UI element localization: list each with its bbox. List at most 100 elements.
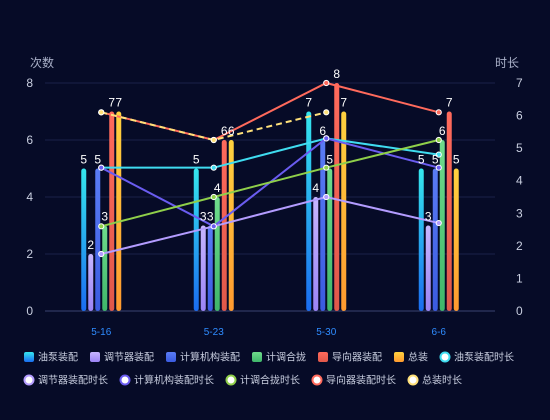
bar-1 [418, 168, 424, 311]
bar-5 [446, 111, 452, 311]
bar-1 [193, 168, 199, 311]
right-tick-label: 2 [516, 239, 523, 253]
right-tick-label: 7 [516, 76, 523, 90]
legend-label: 计算机构装配时长 [134, 374, 214, 387]
line-point-6 [98, 109, 105, 116]
bar-data-label: 6 [228, 124, 235, 138]
bar-4 [439, 140, 445, 311]
right-tick-label: 4 [516, 174, 523, 188]
legend-line-swatch [225, 374, 237, 386]
line-point-5 [323, 79, 330, 87]
legend-item[interactable]: 计调合拢时长 [225, 374, 301, 387]
bar-1 [306, 111, 312, 311]
legend-item[interactable]: 计算机构装配 [166, 351, 240, 364]
bar-2 [425, 225, 431, 311]
bar-3 [432, 168, 438, 311]
line-5 [101, 81, 440, 142]
legend-line-swatch [311, 374, 323, 386]
bar-2 [88, 254, 94, 311]
right-axis-ticks: 0 1 2 3 4 5 6 7 [516, 76, 523, 318]
bar-data-label: 5 [453, 153, 460, 167]
line-1 [101, 137, 439, 169]
legend-bar-swatch [318, 352, 328, 362]
bar-data-label: 3 [101, 210, 108, 224]
line-4 [100, 139, 439, 228]
bar-2 [313, 197, 319, 311]
legend-label: 总装时长 [422, 374, 462, 387]
line-point-3 [323, 135, 330, 142]
right-tick-label: 0 [516, 304, 523, 318]
legend-item[interactable]: 调节器装配 [90, 351, 154, 364]
legend-item[interactable]: 油泵装配 [24, 351, 78, 364]
line-point-1 [435, 151, 442, 158]
bar-data-label: 3 [207, 210, 214, 224]
line-point-3 [435, 164, 442, 171]
legend-label: 计调合拢时长 [240, 374, 300, 387]
legend-line-swatch [407, 374, 419, 386]
legend-item[interactable]: 导向器装配时长 [311, 374, 397, 387]
bar-3 [95, 168, 101, 311]
legend-label: 计调合拢 [266, 351, 306, 364]
legend-bar-swatch [24, 352, 34, 362]
bar-4 [327, 168, 333, 311]
left-tick-label: 0 [26, 304, 33, 318]
bar-data-label: 3 [425, 210, 432, 224]
bar-data-label: 4 [214, 181, 221, 195]
bar-data-label: 5 [432, 153, 439, 167]
left-tick-label: 8 [26, 76, 33, 90]
legend-bar-swatch [90, 352, 100, 362]
bar-data-label: 5 [80, 153, 87, 167]
legend-label: 导向器装配时长 [326, 374, 396, 387]
category-label: 5-16 [91, 327, 111, 338]
legend-label: 总装 [408, 351, 428, 364]
legend-item[interactable]: 油泵装配时长 [439, 351, 515, 364]
legend-item[interactable]: 总装时长 [407, 374, 463, 387]
legend-item[interactable]: 总装 [394, 351, 428, 364]
left-axis-title: 次数 [30, 55, 54, 70]
line-6 [101, 111, 327, 142]
category-label: 6-6 [432, 327, 447, 338]
bar-data-label: 6 [221, 124, 228, 138]
line-point-4 [98, 223, 105, 230]
bar-3 [207, 225, 213, 311]
category-label: 5-23 [204, 327, 224, 338]
legend-item[interactable]: 调节器装配时长 [23, 374, 109, 387]
bar-data-label: 7 [115, 96, 122, 110]
bar-data-label: 7 [305, 96, 312, 110]
line-point-6 [210, 136, 217, 144]
legend-item[interactable]: 计算机构装配时长 [119, 374, 215, 387]
bar-data-label: 5 [326, 153, 333, 167]
line-point-3 [98, 164, 105, 171]
legend-label: 计算机构装配 [180, 351, 240, 364]
line-point-2 [435, 219, 442, 227]
legend-line-swatch [439, 351, 451, 363]
bar-4 [102, 225, 108, 311]
bar-5 [221, 140, 227, 311]
bar-data-label: 2 [87, 238, 94, 252]
line-point-6 [323, 109, 330, 116]
bar-data-label: 7 [108, 96, 115, 110]
line-point-4 [323, 164, 330, 171]
legend-label: 调节器装配时长 [38, 374, 108, 387]
left-tick-label: 2 [26, 247, 33, 261]
bar-data-label: 8 [333, 67, 340, 81]
legend-line-swatch [119, 374, 131, 386]
left-tick-label: 4 [26, 190, 33, 204]
legend-label: 油泵装配 [38, 351, 78, 364]
line-point-2 [323, 193, 330, 201]
x-axis-categories: 5-16 5-23 5-30 6-6 [91, 327, 446, 338]
legend-item[interactable]: 导向器装配 [318, 351, 382, 364]
bar-data-label: 5 [418, 153, 425, 167]
legend-item[interactable]: 计调合拢 [252, 351, 306, 364]
bar-series [81, 83, 459, 311]
legend-label: 导向器装配 [332, 351, 382, 364]
bar-6 [341, 111, 347, 311]
bar-5 [334, 83, 340, 311]
bar-data-label: 6 [319, 124, 326, 138]
line-point-4 [210, 193, 217, 201]
legend-line-swatch [23, 374, 35, 386]
line-point-1 [210, 164, 217, 171]
